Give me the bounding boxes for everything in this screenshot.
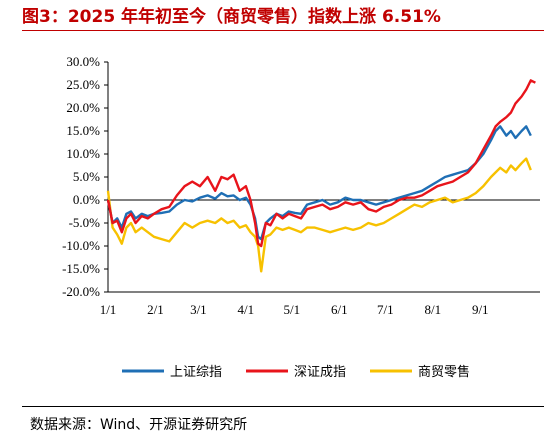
legend-label-2: 商贸零售: [418, 364, 470, 380]
y-tick-label: 0.0%: [73, 192, 100, 207]
y-tick-label: 25.0%: [66, 77, 100, 92]
chart-title: 图3：2025 年年初至今（商贸零售）指数上涨 6.51%: [22, 7, 441, 27]
legend-label-1: 深证成指: [294, 365, 346, 380]
x-tick-label: 2/1: [147, 302, 164, 317]
x-tick-label: 1/1: [100, 302, 117, 317]
y-tick-label: 30.0%: [66, 54, 100, 69]
source-divider: [22, 406, 544, 407]
series-line-1: [106, 79, 536, 248]
series-lines: [106, 79, 536, 273]
y-tick-label: 5.0%: [73, 169, 100, 184]
x-tick-label: 5/1: [284, 302, 301, 317]
series-line-0: [106, 125, 532, 241]
x-tick-label: 4/1: [238, 302, 255, 317]
data-source-note: 数据来源：Wind、开源证券研究所: [30, 417, 248, 433]
x-tick-label: 9/1: [472, 302, 489, 317]
y-tick-label: 10.0%: [66, 146, 100, 161]
legend-label-0: 上证综指: [170, 365, 222, 380]
series-line-2: [106, 157, 532, 273]
y-tick-label: 15.0%: [66, 123, 100, 138]
x-tick-label: 6/1: [331, 302, 348, 317]
y-tick-label: -15.0%: [62, 261, 100, 276]
x-tick-label: 3/1: [190, 302, 207, 317]
y-tick-label: -20.0%: [62, 284, 100, 299]
x-tick-label: 8/1: [424, 302, 441, 317]
title-underline: [22, 30, 544, 31]
legend: 上证综指 深证成指 商贸零售: [122, 364, 470, 380]
y-tick-label: -5.0%: [69, 215, 101, 230]
x-axis-ticks: 1/1 2/1 3/1 4/1 5/1 6/1 7/1 8/1 9/1: [100, 302, 489, 317]
y-tick-label: 20.0%: [66, 100, 100, 115]
x-tick-label: 7/1: [377, 302, 394, 317]
y-tick-label: -10.0%: [62, 238, 100, 253]
y-axis-ticks: 30.0% 25.0% 20.0% 15.0% 10.0% 5.0% 0.0% -5.0% -1…: [62, 54, 108, 299]
